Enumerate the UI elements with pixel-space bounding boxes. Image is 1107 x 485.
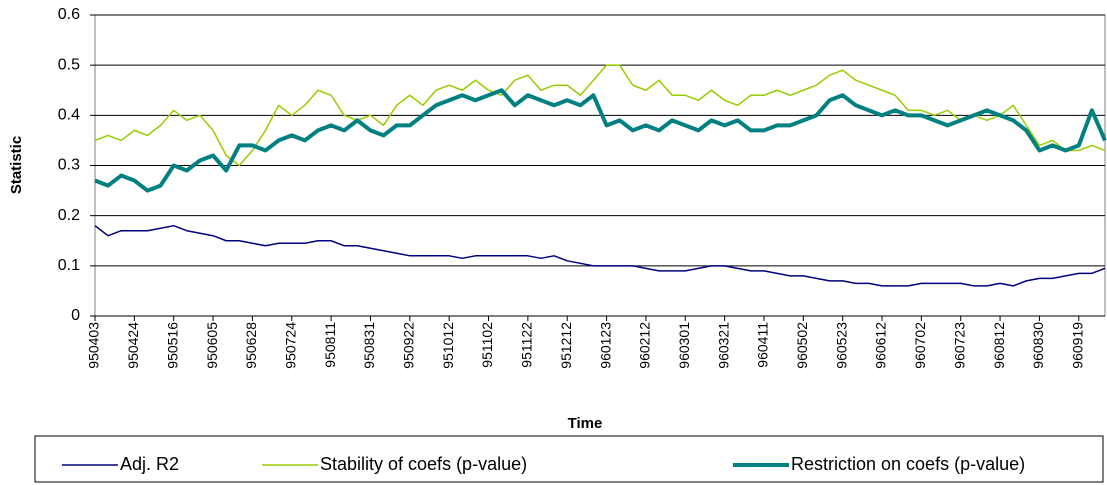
y-tick-label: 0.3 xyxy=(58,157,80,174)
x-tick-label: 960411 xyxy=(755,322,771,368)
x-tick-label: 960830 xyxy=(1030,322,1046,369)
x-tick-label: 960523 xyxy=(833,322,849,369)
x-tick-label: 960812 xyxy=(991,322,1007,369)
legend-label: Restriction on coefs (p-value) xyxy=(791,454,1025,474)
y-tick-label: 0.2 xyxy=(58,207,80,224)
x-tick-label: 960301 xyxy=(676,322,692,369)
series-line xyxy=(94,88,1107,193)
y-tick-label: 0 xyxy=(71,307,80,324)
y-tick-label: 0.5 xyxy=(58,56,80,73)
legend-label: Stability of coefs (p-value) xyxy=(320,454,527,474)
x-tick-label: 960702 xyxy=(912,322,928,369)
x-tick-label: 960612 xyxy=(873,322,889,369)
y-axis-title: Statistic xyxy=(8,136,25,194)
y-tick-label: 0.1 xyxy=(58,257,80,274)
x-tick-label: 951212 xyxy=(558,322,574,369)
x-tick-label: 950403 xyxy=(86,322,102,369)
x-tick-label: 960723 xyxy=(951,322,967,369)
x-tick-label: 950424 xyxy=(125,322,141,369)
legend-box xyxy=(34,435,1104,483)
x-tick-label: 950922 xyxy=(401,322,417,369)
series-line xyxy=(94,224,1106,287)
x-tick-label: 951102 xyxy=(479,322,495,368)
series-line xyxy=(94,64,1106,167)
x-tick-label: 950605 xyxy=(204,322,220,369)
x-tick-label: 950831 xyxy=(361,322,377,369)
x-tick-label: 951122 xyxy=(519,322,535,368)
x-tick-label: 960919 xyxy=(1069,322,1085,369)
x-tick-label: 960502 xyxy=(794,322,810,369)
x-axis-title: Time xyxy=(568,415,603,432)
x-tick-label: 960212 xyxy=(637,322,653,369)
x-tick-label: 950516 xyxy=(164,322,180,369)
y-tick-label: 0.4 xyxy=(58,107,80,124)
legend-label: Adj. R2 xyxy=(120,454,179,474)
y-tick-label: 0.6 xyxy=(58,6,80,23)
x-tick-label: 960321 xyxy=(715,322,731,369)
x-tick-label: 950724 xyxy=(282,322,298,369)
x-tick-label: 960123 xyxy=(597,322,613,369)
x-tick-label: 950628 xyxy=(243,322,259,369)
x-tick-label: 951012 xyxy=(440,322,456,369)
x-tick-label: 950811 xyxy=(322,322,338,368)
